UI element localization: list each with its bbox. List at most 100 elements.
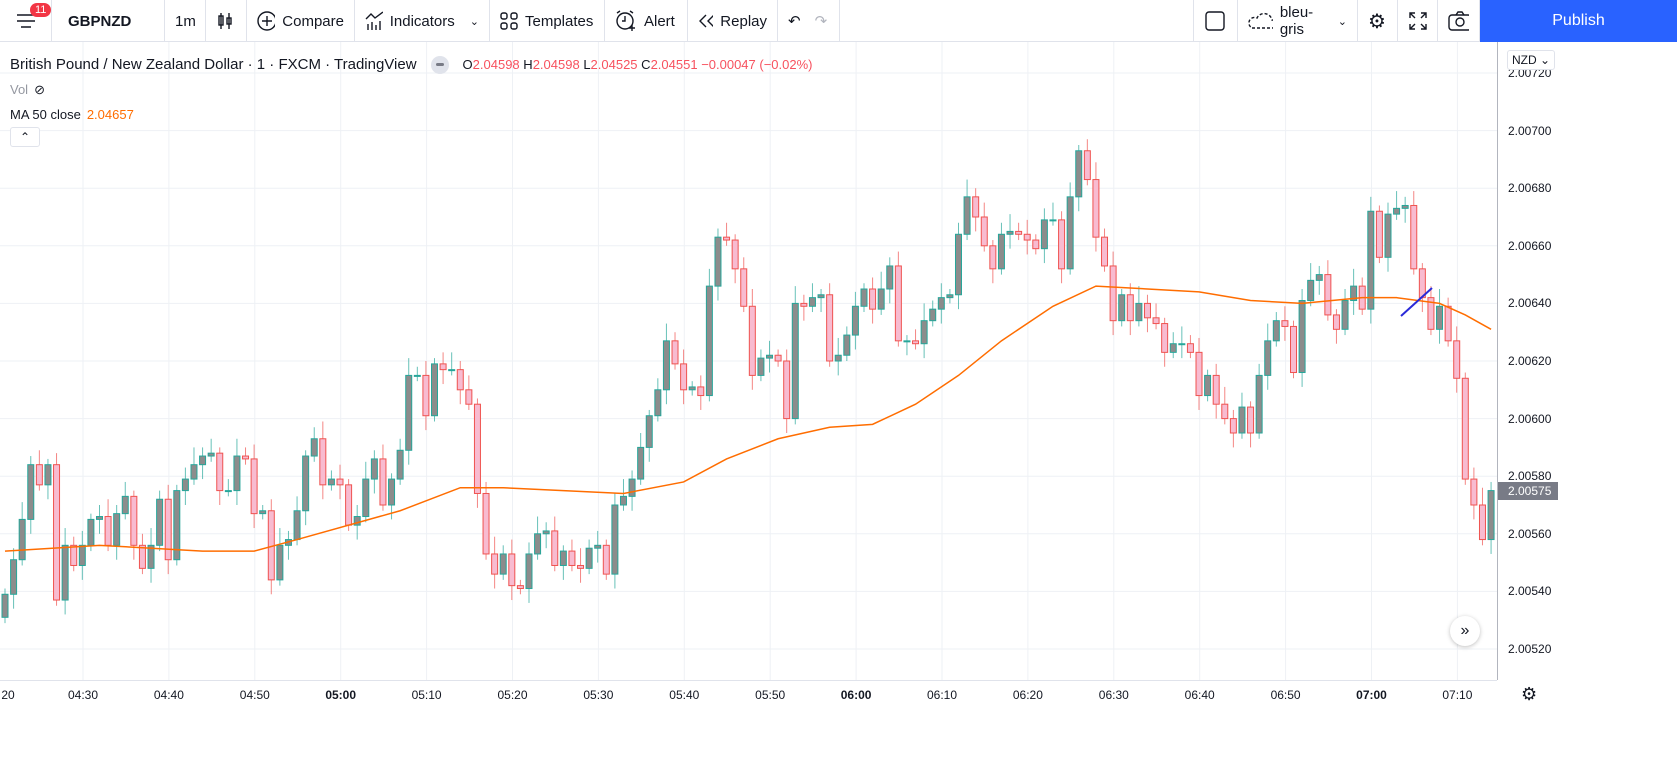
axis-settings-gear-icon[interactable]: ⚙ <box>1521 684 1538 704</box>
candle-body <box>362 478 370 518</box>
settings-button[interactable]: ⚙ <box>1358 0 1398 42</box>
currency-select[interactable]: NZD ⌄ <box>1507 50 1556 70</box>
candle-body <box>774 354 782 362</box>
layout-select[interactable]: bleu-gris ⌄ <box>1238 0 1358 42</box>
candle-body <box>1324 274 1332 316</box>
candle-body <box>1195 351 1203 397</box>
current-price-label: 2.00575 <box>1498 482 1558 500</box>
candle-body <box>619 495 627 506</box>
candle-body <box>731 239 739 270</box>
candle-body <box>740 268 748 307</box>
candle-body <box>1298 300 1306 374</box>
candle-body <box>1221 403 1229 420</box>
candle-body <box>1307 279 1315 302</box>
eye-crossed-icon[interactable]: ⊘ <box>34 81 45 97</box>
candle-body <box>396 449 404 480</box>
chart-type-button[interactable] <box>206 0 247 42</box>
candle-body <box>1315 274 1323 281</box>
interval-button[interactable]: 1m <box>165 0 206 42</box>
collapse-legend-button[interactable]: ⌃ <box>10 127 40 147</box>
candle-body <box>310 438 318 457</box>
candle-body <box>817 294 825 299</box>
candle-body <box>877 288 885 310</box>
fullscreen-button[interactable] <box>1398 0 1438 42</box>
candle-body <box>95 516 103 520</box>
candle-body <box>912 340 920 345</box>
templates-label: Templates <box>525 12 594 30</box>
screenshot-button[interactable] <box>1438 0 1480 42</box>
ma-label[interactable]: MA 50 close <box>10 107 81 122</box>
candle-body <box>508 553 516 587</box>
templates-button[interactable]: Templates <box>490 0 605 42</box>
time-axis[interactable]: 20 04:30 04:40 04:50 05:00 05:10 05:20 05:30 05:… <box>0 680 1497 711</box>
indicators-button[interactable]: Indicators ⌄ <box>355 0 490 42</box>
alert-button[interactable]: Alert <box>605 0 688 42</box>
candle-body <box>808 297 816 307</box>
candle-body <box>534 533 542 555</box>
candle-body <box>233 455 241 492</box>
volume-label[interactable]: Vol <box>10 82 29 97</box>
candle-body <box>697 386 705 397</box>
candle-body <box>680 363 688 391</box>
candle-body <box>894 265 902 342</box>
candle-body <box>602 544 610 575</box>
compare-button[interactable]: Compare <box>247 0 355 42</box>
candle-body <box>1487 490 1495 541</box>
candle-body <box>104 516 112 546</box>
candles-icon <box>218 13 232 29</box>
candle-body <box>1453 340 1461 379</box>
candle-body <box>1015 230 1023 235</box>
candle-body <box>860 288 868 307</box>
time-tick-label: 06:50 <box>1270 688 1301 702</box>
undo-icon[interactable]: ↶ <box>788 13 801 30</box>
candle-body <box>937 297 945 310</box>
candle-body <box>164 498 172 561</box>
candle-body <box>800 302 808 307</box>
menu-button[interactable]: 11 <box>0 0 52 42</box>
chevron-down-icon: ⌄ <box>1337 15 1347 28</box>
time-tick-label: 04:40 <box>153 688 184 702</box>
publish-button[interactable]: Publish <box>1480 0 1677 42</box>
scroll-to-realtime-button[interactable]: » <box>1450 616 1480 646</box>
time-tick-label: 07:10 <box>1442 688 1473 702</box>
candle-body <box>27 464 35 520</box>
templates-icon <box>500 12 518 30</box>
candle-body <box>1109 265 1117 322</box>
candle-body <box>413 374 421 377</box>
redo-icon[interactable]: ↷ <box>814 13 828 30</box>
candle-body <box>783 360 791 420</box>
open-value: 2.04598 <box>472 57 520 72</box>
time-tick-label: 04:50 <box>239 688 270 702</box>
candle-body <box>473 403 481 494</box>
layout-name: bleu-gris <box>1279 4 1314 38</box>
gear-icon: ⚙ <box>1368 10 1386 33</box>
price-axis[interactable]: 2.00720 2.00700 2.00680 2.00660 2.00640 2.006… <box>1497 42 1677 680</box>
time-tick-label: 06:00 <box>840 688 872 702</box>
layout-toggle-button[interactable] <box>1193 0 1238 42</box>
price-tick-label: 2.00620 <box>1508 354 1552 368</box>
candle-body <box>723 236 731 241</box>
price-tick-label: 2.00520 <box>1508 642 1552 656</box>
price-chart[interactable] <box>0 42 1497 680</box>
change-value: −0.00047 (−0.02%) <box>701 57 813 72</box>
candle-body <box>456 369 464 391</box>
chevron-down-icon[interactable]: ⌄ <box>469 15 479 28</box>
candle-body <box>431 363 438 417</box>
candle-body <box>1341 300 1349 330</box>
candle-body <box>1023 233 1031 241</box>
replay-button[interactable]: Replay <box>688 0 778 42</box>
candle-body <box>1384 213 1392 258</box>
candle-body <box>705 285 713 397</box>
symbol-search[interactable]: GBPNZD <box>52 0 165 42</box>
candle-body <box>1083 150 1091 181</box>
candle-body <box>972 196 980 218</box>
candle-body <box>319 438 327 486</box>
candle-body <box>1118 294 1126 322</box>
candle-body <box>53 464 61 601</box>
market-status-icon[interactable] <box>430 55 449 74</box>
candle-body <box>1058 219 1066 270</box>
candle-body <box>491 553 499 575</box>
candle-body <box>989 245 997 270</box>
candle-body <box>113 513 121 546</box>
candle-body <box>10 559 18 595</box>
